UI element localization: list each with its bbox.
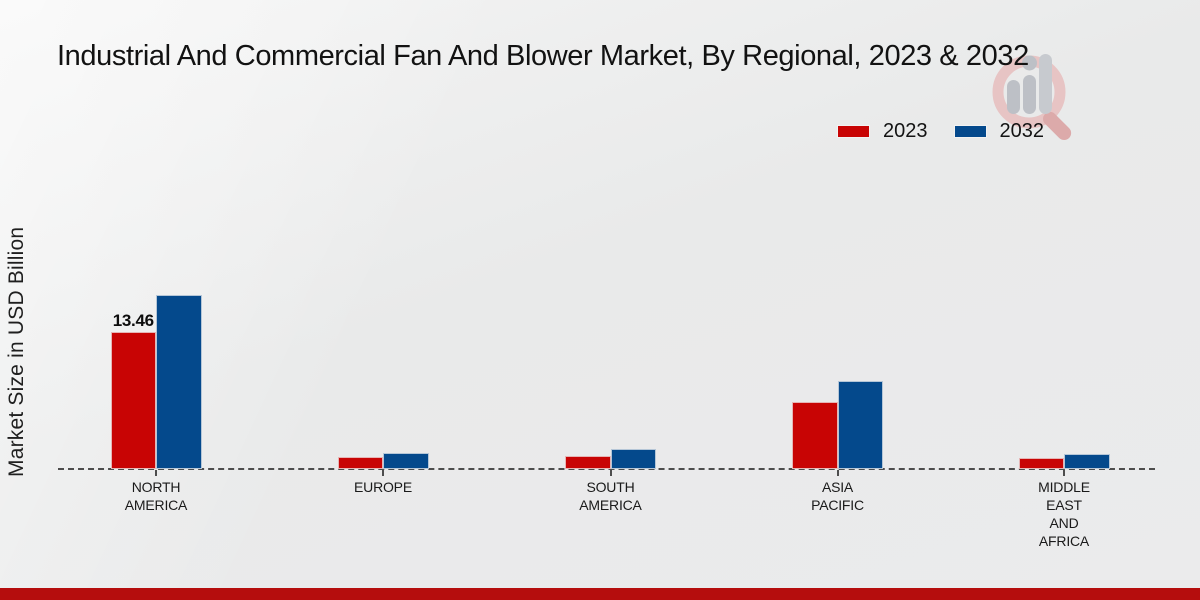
axis-tick-south-america [609, 470, 612, 476]
bar-2023-north-america [110, 332, 156, 469]
magnifier-chart-watermark-icon [992, 54, 1072, 141]
legend-label-2032: 2032 [999, 119, 1045, 142]
bar-2032-north-america [156, 295, 202, 469]
legend-item-2023: 2023 [837, 120, 928, 143]
footer-red-strip [0, 588, 1200, 600]
legend: 2023 2032 [837, 117, 1044, 145]
legend-swatch-2023 [837, 124, 870, 138]
bar-2023-asia-pacific [792, 402, 838, 469]
x-axis-line [58, 468, 1155, 470]
bar-2032-europe [383, 453, 429, 469]
axis-tick-asia-pacific [836, 470, 839, 476]
bar-2023-south-america [565, 456, 611, 469]
bar-2023-middle-east-and-africa [1018, 458, 1064, 469]
legend-swatch-2032 [953, 124, 987, 138]
category-label-europe: EUROPE [354, 479, 412, 495]
bar-2032-south-america [610, 449, 656, 469]
chart-title: Industrial And Commercial Fan And Blower… [57, 40, 1029, 72]
bar-2032-asia-pacific [837, 381, 883, 469]
category-label-middle-east-and-africa: MIDDLE EAST AND AFRICA [1038, 479, 1090, 549]
category-label-north-america: NORTH AMERICA [124, 479, 188, 513]
bar-2023-europe [337, 457, 383, 469]
value-label-2023-north-america: 13.46 [112, 311, 154, 331]
axis-tick-europe [382, 470, 384, 476]
legend-label-2023: 2023 [883, 119, 928, 142]
axis-tick-middle-east-and-africa [1063, 470, 1065, 476]
category-label-asia-pacific: ASIA PACIFIC [811, 479, 864, 513]
axis-tick-north-america [155, 470, 157, 476]
category-label-south-america: SOUTH AMERICA [579, 479, 642, 513]
legend-item-2032: 2032 [953, 119, 1045, 143]
bar-2032-middle-east-and-africa [1064, 454, 1110, 469]
